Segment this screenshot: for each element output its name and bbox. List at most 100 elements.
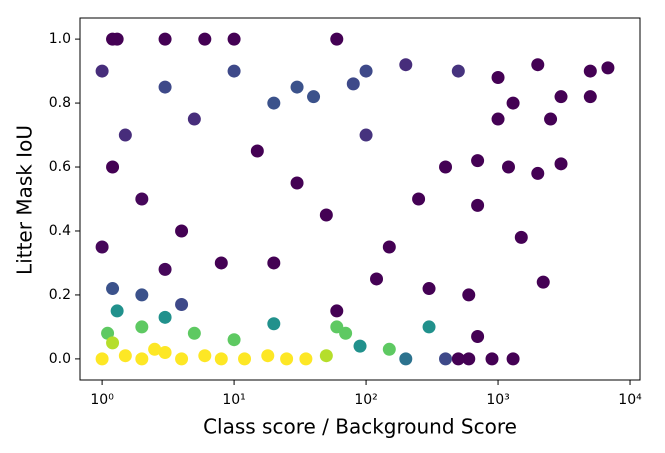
point bbox=[359, 128, 373, 142]
point bbox=[536, 275, 550, 289]
point bbox=[554, 157, 568, 171]
point bbox=[198, 32, 212, 46]
point bbox=[531, 166, 545, 180]
point bbox=[462, 352, 476, 366]
point bbox=[554, 90, 568, 104]
point bbox=[346, 77, 360, 91]
point bbox=[158, 80, 172, 94]
point bbox=[601, 61, 615, 75]
y-tick-label: 1.0 bbox=[49, 31, 71, 47]
point bbox=[250, 144, 264, 158]
point bbox=[353, 339, 367, 353]
plot-frame bbox=[79, 17, 641, 381]
y-tick-label: 0.6 bbox=[49, 159, 71, 175]
point bbox=[422, 320, 436, 334]
point bbox=[95, 64, 109, 78]
point bbox=[267, 256, 281, 270]
x-tick-label: 10³ bbox=[486, 392, 509, 408]
x-axis-label: Class score / Background Score bbox=[203, 415, 517, 439]
point bbox=[330, 32, 344, 46]
point bbox=[451, 352, 465, 366]
point bbox=[106, 160, 120, 174]
point bbox=[187, 112, 201, 126]
point bbox=[238, 352, 252, 366]
x-tick-label: 10⁴ bbox=[618, 392, 642, 408]
point bbox=[491, 70, 505, 84]
point bbox=[227, 333, 241, 347]
point bbox=[399, 352, 413, 366]
x-tick-label: 10⁰ bbox=[90, 392, 114, 408]
point bbox=[267, 317, 281, 331]
point bbox=[370, 272, 384, 286]
point bbox=[158, 310, 172, 324]
point bbox=[135, 192, 149, 206]
point bbox=[319, 208, 333, 222]
point bbox=[101, 326, 115, 340]
point bbox=[135, 288, 149, 302]
point bbox=[175, 298, 189, 312]
point bbox=[175, 352, 189, 366]
point bbox=[399, 58, 413, 72]
point bbox=[106, 336, 120, 350]
y-tick-label: 0.0 bbox=[49, 351, 71, 367]
point bbox=[158, 345, 172, 359]
point bbox=[583, 64, 597, 78]
point bbox=[118, 349, 132, 363]
point bbox=[227, 32, 241, 46]
y-tick-label: 0.2 bbox=[49, 287, 71, 303]
point bbox=[290, 80, 304, 94]
point bbox=[471, 198, 485, 212]
point bbox=[471, 154, 485, 168]
point bbox=[290, 176, 304, 190]
point bbox=[110, 32, 124, 46]
point bbox=[267, 96, 281, 110]
point bbox=[471, 330, 485, 344]
point bbox=[214, 256, 228, 270]
point bbox=[110, 304, 124, 318]
point bbox=[330, 304, 344, 318]
point bbox=[95, 240, 109, 254]
point bbox=[359, 64, 373, 78]
point bbox=[491, 112, 505, 126]
y-tick-label: 0.4 bbox=[49, 223, 71, 239]
y-axis-label: Litter Mask IoU bbox=[13, 125, 37, 275]
x-tick-label: 10² bbox=[354, 392, 377, 408]
point bbox=[439, 160, 453, 174]
point bbox=[118, 128, 132, 142]
point bbox=[135, 320, 149, 334]
point bbox=[485, 352, 499, 366]
point bbox=[439, 352, 453, 366]
point bbox=[339, 326, 353, 340]
point bbox=[506, 352, 520, 366]
point bbox=[187, 326, 201, 340]
point bbox=[451, 64, 465, 78]
point bbox=[583, 90, 597, 104]
point bbox=[299, 352, 313, 366]
point bbox=[214, 352, 228, 366]
point bbox=[106, 282, 120, 296]
point bbox=[506, 96, 520, 110]
point bbox=[319, 349, 333, 363]
point bbox=[198, 349, 212, 363]
point bbox=[412, 192, 426, 206]
point bbox=[148, 342, 162, 356]
point bbox=[95, 352, 109, 366]
point bbox=[501, 160, 515, 174]
point bbox=[227, 64, 241, 78]
point bbox=[514, 230, 528, 244]
point bbox=[531, 58, 545, 72]
point bbox=[135, 352, 149, 366]
point bbox=[544, 112, 558, 126]
point bbox=[175, 224, 189, 238]
point bbox=[158, 32, 172, 46]
y-tick-label: 0.8 bbox=[49, 95, 71, 111]
point bbox=[462, 288, 476, 302]
point bbox=[280, 352, 294, 366]
point bbox=[382, 342, 396, 356]
x-tick-label: 10¹ bbox=[222, 392, 245, 408]
point bbox=[261, 349, 275, 363]
point bbox=[307, 90, 321, 104]
point bbox=[382, 240, 396, 254]
point bbox=[158, 262, 172, 276]
